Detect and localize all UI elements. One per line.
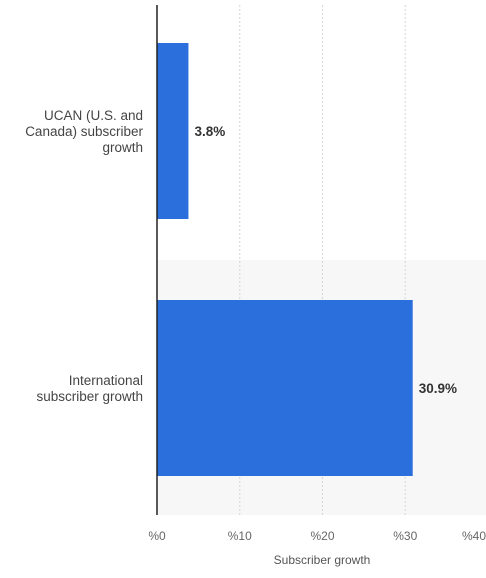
category-label: International subscriber growth bbox=[36, 373, 143, 404]
x-tick-label: %10 bbox=[228, 529, 252, 543]
x-axis-title: Subscriber growth bbox=[274, 553, 371, 567]
x-tick-label: %30 bbox=[393, 529, 417, 543]
x-tick-label: %0 bbox=[148, 529, 166, 543]
data-label: 3.8% bbox=[194, 124, 225, 139]
bar bbox=[157, 43, 189, 219]
data-label: 30.9% bbox=[419, 381, 457, 396]
x-tick-label: %40 bbox=[462, 529, 486, 543]
x-tick-label: %20 bbox=[310, 529, 334, 543]
category-label: UCAN (U.S. and Canada) subscriber growth bbox=[25, 108, 143, 155]
bar bbox=[157, 300, 413, 476]
